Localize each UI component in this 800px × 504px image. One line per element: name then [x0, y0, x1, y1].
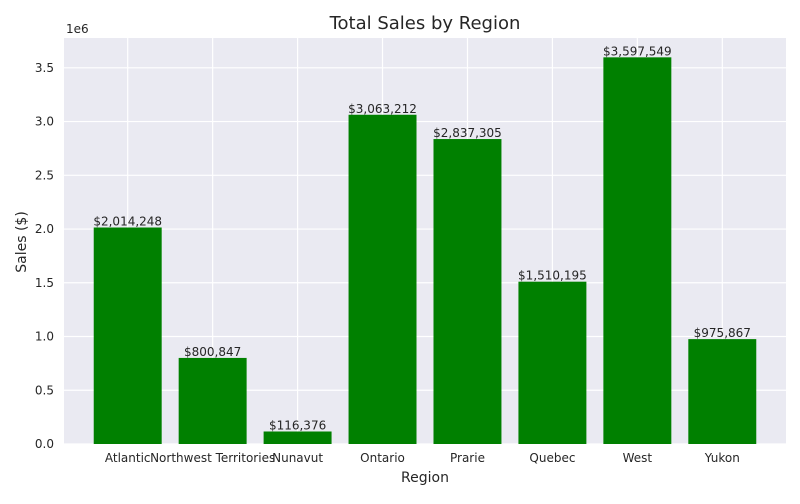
bar-ontario — [348, 114, 417, 444]
x-tick-label: Prarie — [450, 451, 485, 465]
x-tick-label: Nunavut — [272, 451, 323, 465]
data-label: $2,837,305 — [433, 126, 502, 140]
bar-atlantic — [93, 227, 162, 444]
x-tick-label: Ontario — [360, 451, 405, 465]
x-tick-label: West — [623, 451, 653, 465]
y-tick-label: 0.0 — [35, 437, 54, 451]
y-tick-label: 0.5 — [35, 383, 54, 397]
y-tick-label: 2.0 — [35, 222, 54, 236]
data-label: $3,063,212 — [348, 102, 417, 116]
data-label: $116,376 — [269, 418, 326, 432]
y-tick-label: 3.0 — [35, 115, 54, 129]
x-tick-label: Yukon — [704, 451, 740, 465]
y-tick-label: 2.5 — [35, 168, 54, 182]
bar-nunavut — [263, 431, 332, 444]
data-label: $800,847 — [184, 345, 241, 359]
y-axis-offset-label: 1e6 — [66, 22, 89, 36]
y-axis-label: Sales ($) — [14, 211, 30, 273]
data-label: $1,510,195 — [518, 269, 587, 283]
bar-west — [603, 57, 672, 445]
data-label: $2,014,248 — [93, 215, 162, 229]
y-tick-label: 1.5 — [35, 276, 54, 290]
bar-quebec — [518, 281, 587, 444]
data-label: $3,597,549 — [603, 44, 672, 58]
x-tick-label: Quebec — [529, 451, 575, 465]
x-tick-label: Northwest Territories — [150, 451, 275, 465]
bar-prarie — [433, 139, 502, 444]
bars — [93, 57, 757, 445]
data-label: $975,867 — [694, 326, 751, 340]
x-tick-label: Atlantic — [105, 451, 151, 465]
plot-area — [64, 38, 786, 444]
bar-yukon — [688, 339, 757, 444]
chart-title: Total Sales by Region — [329, 13, 521, 34]
y-axis-ticks: 0.0 0.5 1.0 1.5 2.0 2.5 3.0 3.5 — [35, 61, 54, 451]
data-labels: $2,014,248 $800,847 $116,376 $3,063,212 $2,8… — [93, 44, 751, 432]
bar-northwest-territories — [178, 357, 247, 444]
y-tick-label: 3.5 — [35, 61, 54, 75]
x-axis-label: Region — [401, 470, 449, 486]
y-tick-label: 1.0 — [35, 330, 54, 344]
